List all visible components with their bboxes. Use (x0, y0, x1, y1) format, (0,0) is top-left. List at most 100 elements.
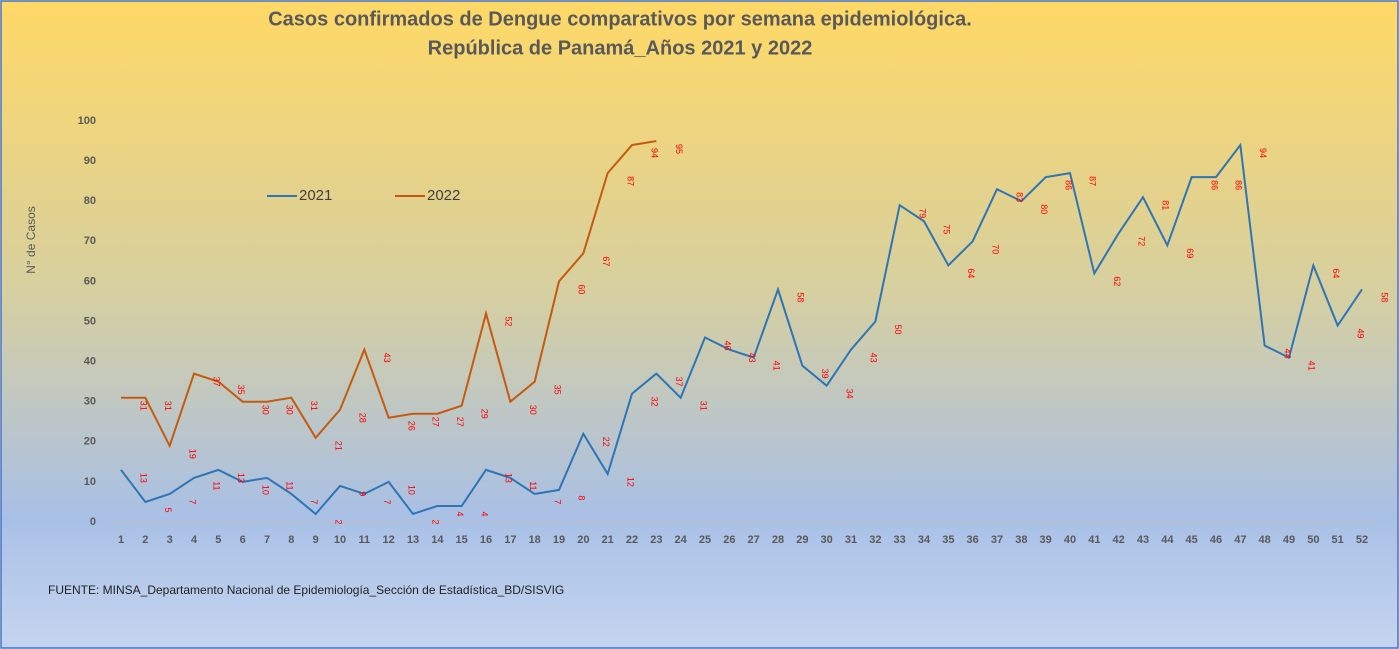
y-tick-label: 50 (84, 315, 96, 327)
data-label: 94 (1258, 148, 1268, 158)
x-tick-label: 6 (240, 534, 246, 546)
x-tick-label: 37 (991, 534, 1003, 546)
data-label: 34 (844, 389, 854, 399)
x-tick-label: 48 (1259, 534, 1271, 546)
x-tick-label: 41 (1088, 534, 1100, 546)
x-tick-label: 42 (1113, 534, 1125, 546)
y-tick-label: 20 (84, 436, 96, 448)
x-tick-label: 29 (796, 534, 808, 546)
x-tick-label: 47 (1234, 534, 1246, 546)
x-tick-label: 19 (553, 534, 565, 546)
data-label: 10 (406, 485, 416, 495)
x-tick-label: 18 (529, 534, 541, 546)
series-line (121, 140, 657, 449)
x-tick-label: 28 (772, 534, 784, 546)
y-tick-label: 100 (78, 115, 96, 127)
data-label: 31 (163, 401, 173, 411)
data-label: 37 (674, 377, 684, 387)
data-label: 64 (966, 268, 976, 278)
data-label: 64 (1331, 268, 1341, 278)
data-label: 95 (674, 144, 684, 154)
source-note: FUENTE: MINSA_Departamento Nacional de E… (48, 583, 564, 597)
data-label: 10 (260, 485, 270, 495)
x-tick-label: 32 (869, 534, 881, 546)
x-tick-label: 25 (699, 534, 711, 546)
data-label: 26 (406, 421, 416, 431)
x-tick-label: 31 (845, 534, 857, 546)
x-tick-label: 36 (967, 534, 979, 546)
data-label: 35 (236, 385, 246, 395)
data-label: 12 (625, 477, 635, 487)
legend-label: 2022 (427, 187, 460, 204)
data-label: 30 (528, 405, 538, 415)
data-label: 44 (1282, 349, 1292, 359)
y-tick-label: 90 (84, 155, 96, 167)
x-tick-label: 4 (191, 534, 198, 546)
data-label: 2 (333, 519, 343, 524)
x-tick-label: 21 (602, 534, 614, 546)
data-label: 2 (431, 519, 441, 524)
data-label: 43 (382, 353, 392, 363)
data-label: 41 (771, 361, 781, 371)
x-tick-label: 16 (480, 534, 492, 546)
x-tick-label: 26 (723, 534, 735, 546)
data-label: 30 (260, 405, 270, 415)
data-label: 13 (139, 473, 149, 483)
x-tick-label: 35 (942, 534, 954, 546)
x-tick-label: 9 (313, 534, 319, 546)
data-label: 4 (455, 511, 465, 516)
x-tick-label: 15 (456, 534, 468, 546)
y-tick-label: 0 (90, 516, 96, 528)
series-line (120, 142, 1363, 516)
data-label: 7 (382, 499, 392, 504)
x-tick-label: 52 (1356, 534, 1368, 546)
data-label: 70 (990, 244, 1000, 254)
data-label: 72 (1136, 236, 1146, 246)
x-tick-label: 49 (1283, 534, 1295, 546)
data-label: 94 (650, 148, 660, 158)
data-label: 13 (504, 473, 514, 483)
data-label: 58 (796, 292, 806, 302)
x-tick-label: 24 (675, 534, 688, 546)
y-tick-label: 40 (84, 356, 96, 368)
data-label: 69 (1185, 248, 1195, 258)
x-tick-label: 7 (264, 534, 270, 546)
chart-subtitle: República de Panamá_Años 2021 y 2022 (428, 37, 813, 59)
y-tick-label: 80 (84, 195, 96, 207)
x-tick-label: 39 (1040, 534, 1052, 546)
data-label: 67 (601, 256, 611, 266)
data-label: 19 (187, 449, 197, 459)
data-label: 75 (942, 224, 952, 234)
x-tick-label: 17 (504, 534, 516, 546)
data-label: 31 (698, 401, 708, 411)
data-label: 28 (358, 413, 368, 423)
data-label: 21 (333, 441, 343, 451)
x-tick-label: 20 (577, 534, 589, 546)
y-tick-label: 60 (84, 275, 96, 287)
data-label: 35 (552, 385, 562, 395)
data-label: 49 (1355, 329, 1365, 339)
x-tick-label: 1 (118, 534, 124, 546)
data-label: 4 (479, 511, 489, 516)
data-label: 87 (625, 176, 635, 186)
y-axis-label: N° de Casos (24, 206, 38, 274)
x-tick-label: 50 (1307, 534, 1319, 546)
data-label: 58 (1380, 292, 1390, 302)
data-label: 7 (187, 499, 197, 504)
x-tick-label: 34 (918, 534, 931, 546)
x-tick-label: 11 (359, 534, 371, 546)
data-label: 9 (358, 491, 368, 496)
data-label: 86 (1063, 180, 1073, 190)
data-label: 86 (1209, 180, 1219, 190)
data-label: 43 (747, 353, 757, 363)
y-tick-label: 10 (84, 476, 96, 488)
data-label: 43 (869, 353, 879, 363)
x-tick-label: 3 (167, 534, 173, 546)
data-label: 11 (212, 481, 222, 490)
x-tick-label: 14 (431, 534, 444, 546)
data-label: 11 (528, 481, 538, 490)
data-label: 27 (431, 417, 441, 427)
x-tick-label: 33 (894, 534, 906, 546)
chart-title: Casos confirmados de Dengue comparativos… (268, 8, 972, 30)
